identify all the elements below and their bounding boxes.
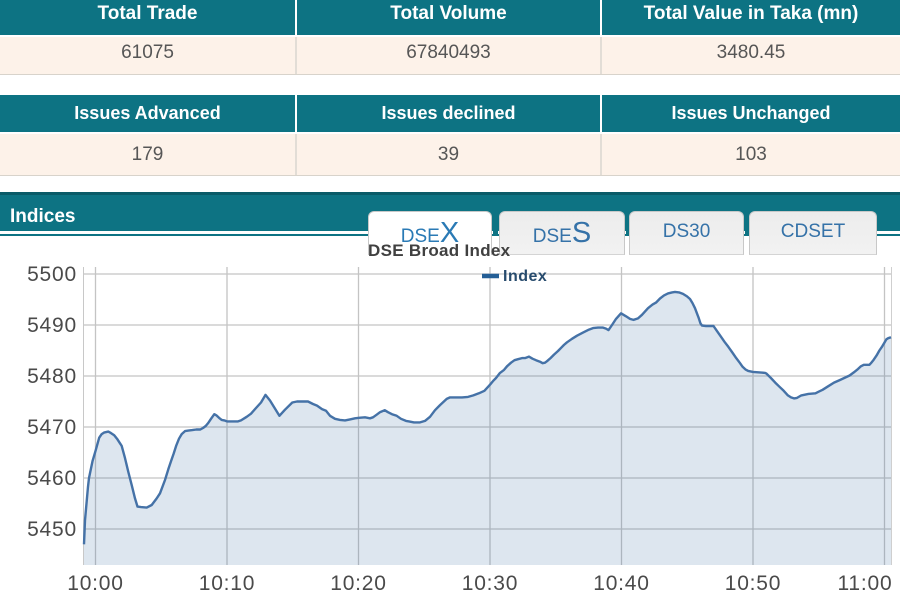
svg-text:5480: 5480 [27,365,77,388]
svg-text:10:20: 10:20 [330,572,387,595]
svg-text:5500: 5500 [27,263,77,286]
svg-text:10:30: 10:30 [462,572,519,595]
svg-text:5450: 5450 [27,518,77,541]
svg-text:Index: Index [503,268,547,285]
svg-text:11:00: 11:00 [838,572,893,595]
svg-text:10:50: 10:50 [725,572,782,595]
svg-text:10:40: 10:40 [593,572,650,595]
svg-text:10:10: 10:10 [199,572,256,595]
svg-text:5490: 5490 [27,314,77,337]
svg-text:10:00: 10:00 [67,572,124,595]
svg-text:5460: 5460 [27,467,77,490]
svg-text:5470: 5470 [27,416,77,439]
